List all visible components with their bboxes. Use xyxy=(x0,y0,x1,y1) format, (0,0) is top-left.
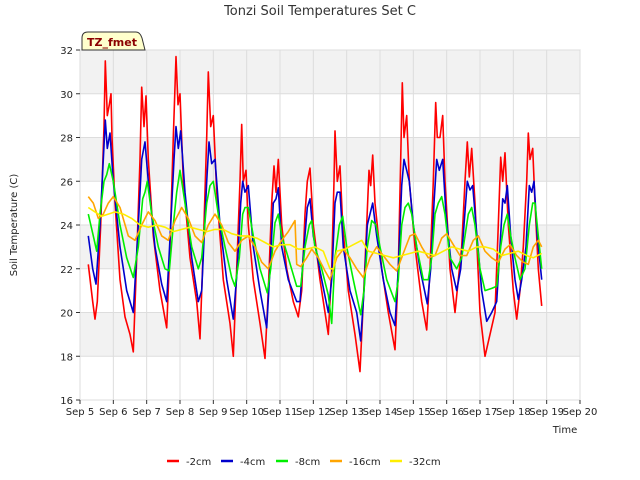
x-tick-label: Sep 10 xyxy=(229,407,264,418)
chart-title: Tonzi Soil Temperatures Set C xyxy=(223,4,416,19)
x-tick-label: Sep 6 xyxy=(99,407,127,418)
y-tick-label: 26 xyxy=(60,177,73,188)
x-tick-label: Sep 14 xyxy=(363,407,398,418)
legend-label: -2cm xyxy=(186,457,211,468)
series-line-minus-8cm xyxy=(87,162,543,325)
fmet-tag: TZ_fmet xyxy=(81,31,146,51)
x-tick-label: Sep 20 xyxy=(563,407,598,418)
tag-label: TZ_fmet xyxy=(87,36,137,49)
grid-band xyxy=(80,312,580,357)
x-tick-label: Sep 7 xyxy=(132,407,160,418)
series-line-minus-32cm xyxy=(87,206,543,270)
x-tick-label: Sep 17 xyxy=(463,407,498,418)
x-tick-label: Sep 12 xyxy=(296,407,331,418)
grid-lines xyxy=(79,49,581,401)
legend-label: -8cm xyxy=(295,457,320,468)
x-axis-label: Time xyxy=(552,425,577,436)
x-tick-label: Sep 18 xyxy=(496,407,531,418)
y-tick-label: 18 xyxy=(60,352,73,363)
y-tick-label: 28 xyxy=(60,134,73,145)
x-tick-label: Sep 16 xyxy=(429,407,464,418)
series-layer xyxy=(87,55,543,373)
y-tick-label: 30 xyxy=(60,90,73,101)
y-tick-label: 24 xyxy=(60,221,73,232)
legend-label: -4cm xyxy=(240,457,265,468)
x-tick-label: Sep 11 xyxy=(263,407,298,418)
y-axis-label: Soil Temperature (C) xyxy=(9,174,20,277)
x-tick-label: Sep 9 xyxy=(199,407,227,418)
x-tick-label: Sep 19 xyxy=(529,407,564,418)
y-tick-label: 32 xyxy=(60,46,73,57)
y-tick-label: 20 xyxy=(60,309,73,320)
x-tick-label: Sep 15 xyxy=(396,407,431,418)
tag-box xyxy=(81,31,146,51)
x-tick-label: Sep 13 xyxy=(329,407,364,418)
x-tick-label: Sep 8 xyxy=(166,407,194,418)
y-axis-ticks: 16 18 20 22 24 26 28 30 32 xyxy=(60,46,80,407)
grid-band xyxy=(80,50,580,94)
legend-label: -32cm xyxy=(409,457,441,468)
x-tick-label: Sep 5 xyxy=(66,407,94,418)
y-tick-label: 22 xyxy=(60,265,73,276)
legend: -2cm -4cm -8cm -16cm -32cm xyxy=(167,457,441,468)
legend-label: -16cm xyxy=(349,457,381,468)
grid-band xyxy=(80,137,580,182)
series-line-minus-4cm xyxy=(87,119,543,342)
series-line-minus-16cm xyxy=(87,195,543,281)
y-tick-label: 16 xyxy=(60,396,73,407)
